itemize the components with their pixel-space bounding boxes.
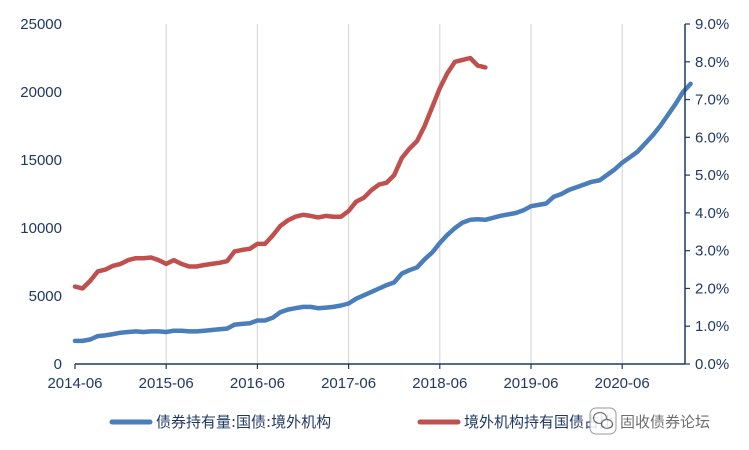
left-y-tick-label: 0 [54, 356, 62, 373]
series-line-2 [75, 58, 485, 288]
left-y-tick-label: 5000 [29, 288, 62, 305]
right-y-tick-label: 8.0% [695, 54, 729, 71]
vertical-gridlines [166, 24, 622, 364]
right-y-tick-label: 2.0% [695, 280, 729, 297]
right-y-tick-label: 5.0% [695, 167, 729, 184]
x-axis: 2014-06 2015-06 2016-06 2017-06 2018-06 2019-… [47, 364, 649, 392]
left-y-tick-label: 20000 [20, 84, 62, 101]
right-y-tick-label: 3.0% [695, 243, 729, 260]
series-line-1 [75, 84, 691, 341]
legend-label-series-1: 债券持有量:国债:境外机构 [156, 413, 331, 431]
x-tick-label: 2014-06 [47, 375, 102, 392]
watermark: 固收债券论坛 [590, 408, 710, 434]
left-y-tick-label: 10000 [20, 220, 62, 237]
x-tick-label: 2017-06 [321, 375, 376, 392]
right-y-tick-label: 9.0% [695, 16, 729, 33]
right-y-axis: 0.0% 1.0% 2.0% 3.0% 4.0% 5.0% 6.0% 7.0% 8.0% 9.0% [685, 16, 729, 373]
right-y-tick-label: 4.0% [695, 205, 729, 222]
right-y-tick-label: 1.0% [695, 318, 729, 335]
x-tick-label: 2016-06 [230, 375, 285, 392]
left-y-tick-label: 25000 [20, 16, 62, 33]
legend: 债券持有量:国债:境外机构 境外机构持有国债占比 [112, 413, 614, 431]
right-y-tick-label: 6.0% [695, 129, 729, 146]
series-layer [75, 58, 691, 341]
legend-item-series-2: 境外机构持有国债占比 [420, 413, 614, 431]
x-tick-label: 2015-06 [139, 375, 194, 392]
legend-item-series-1: 债券持有量:国债:境外机构 [112, 413, 331, 431]
x-tick-label: 2019-06 [503, 375, 558, 392]
right-y-tick-label: 0.0% [695, 356, 729, 373]
left-y-axis: 0 5000 10000 15000 20000 25000 [20, 16, 62, 373]
wechat-icon [590, 408, 616, 434]
watermark-text: 固收债券论坛 [620, 413, 710, 431]
x-tick-label: 2020-06 [595, 375, 650, 392]
left-y-tick-label: 15000 [20, 152, 62, 169]
x-tick-label: 2018-06 [412, 375, 467, 392]
right-y-tick-label: 7.0% [695, 92, 729, 109]
